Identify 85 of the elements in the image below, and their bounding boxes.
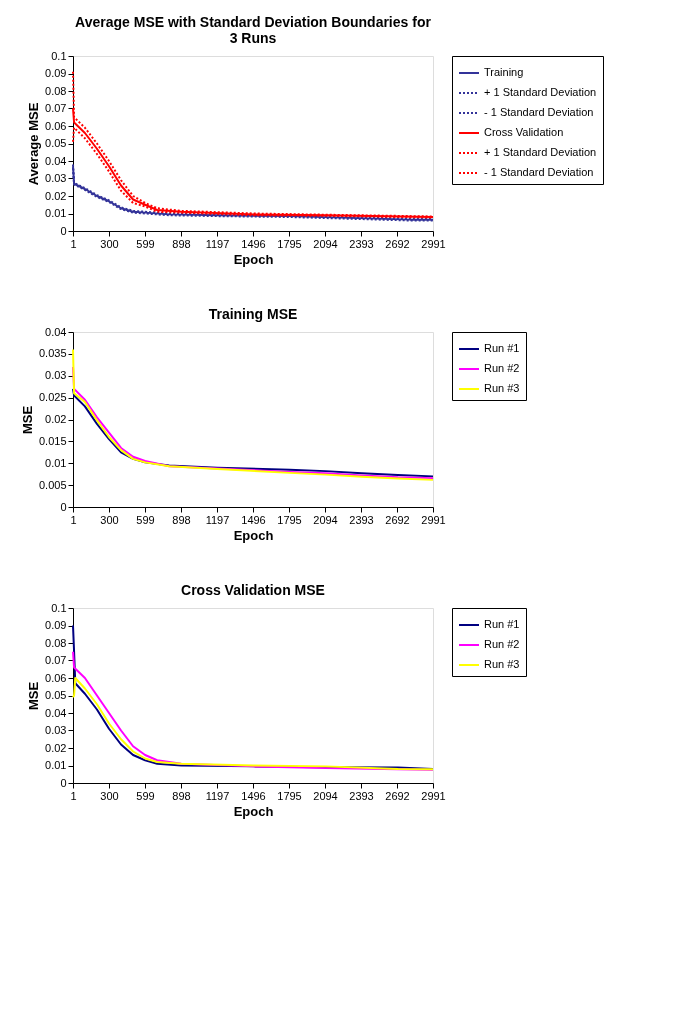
x-tick-label: 1197 [205,237,230,250]
chart-title: Average MSE with Standard Deviation Boundaries for 3 Runs [75,14,432,46]
y-tick-label: 0.09 [45,67,67,79]
y-tick-label: 0.1 [51,49,67,62]
x-tick-label: 1795 [277,237,302,250]
legend-label: Training [484,66,524,78]
x-tick-label: 2991 [421,513,446,526]
y-tick-label: 0.08 [45,636,67,649]
x-tick-label: 1795 [277,513,302,526]
x-tick-label: 2094 [313,513,338,526]
y-axis-title: Average MSE [26,102,42,186]
x-tick-label: 2991 [421,789,446,802]
x-tick-label: 1496 [241,237,266,250]
legend-label: - 1 Standard Deviation [484,106,594,118]
x-tick-label: 2692 [385,237,410,250]
x-tick-label: 599 [136,513,155,526]
x-axis-title: Epoch [233,803,274,819]
legend-label: Run #1 [484,342,520,354]
y-tick-label: 0.06 [45,119,67,132]
x-tick-label: 1 [70,789,77,802]
x-tick-label: 1496 [241,789,266,802]
y-tick-label: 0.03 [45,172,67,184]
x-tick-label: 1197 [205,513,230,526]
x-tick-label: 300 [100,237,119,250]
x-tick-label: 2692 [385,513,410,526]
y-tick-label: 0 [60,224,67,237]
y-tick-label: 0.02 [45,741,67,754]
x-tick-label: 2393 [349,789,374,802]
legend-label: Run #3 [484,382,520,394]
y-tick-label: 0.09 [45,619,67,631]
y-tick-label: 0.025 [38,391,67,404]
y-tick-label: 0.02 [45,413,67,425]
x-tick-label: 1 [70,237,77,250]
legend-label: Run #1 [484,618,520,630]
y-tick-label: 0.02 [45,189,67,202]
legend-label: - 1 Standard Deviation [484,166,594,178]
legend-label: Run #2 [484,638,520,650]
legend-label: Cross Validation [484,126,564,138]
x-tick-label: 2991 [421,237,446,250]
y-tick-label: 0.04 [45,154,67,167]
chart-title: Training MSE [208,306,298,322]
y-tick-label: 0.06 [45,671,67,684]
y-tick-label: 0.01 [45,207,67,219]
x-axis-title: Epoch [233,251,274,267]
y-tick-label: 0.01 [45,759,67,771]
y-axis-title: MSE [19,405,35,435]
x-tick-label: 1 [70,513,77,526]
y-tick-label: 0.04 [45,325,67,338]
x-tick-label: 1197 [205,789,230,802]
legend-label: Run #3 [484,658,520,670]
y-tick-label: 0.08 [45,84,67,97]
y-tick-label: 0.015 [38,434,67,447]
y-tick-label: 0.035 [38,347,67,360]
x-tick-label: 898 [172,513,191,526]
y-tick-label: 0.04 [45,706,67,719]
chart-title: Cross Validation MSE [181,582,325,598]
x-tick-label: 300 [100,513,119,526]
x-tick-label: 2692 [385,789,410,802]
y-axis-title: MSE [26,681,42,711]
x-tick-label: 300 [100,789,119,802]
legend-label: Run #2 [484,362,520,374]
y-tick-label: 0.07 [45,654,67,666]
y-tick-label: 0.005 [38,478,67,491]
x-tick-label: 898 [172,789,191,802]
y-tick-label: 0.03 [45,724,67,736]
x-axis-title: Epoch [233,527,274,543]
y-tick-label: 0.05 [45,689,67,701]
legend-label: + 1 Standard Deviation [484,146,597,158]
y-tick-label: 0 [60,500,67,513]
legend-label: + 1 Standard Deviation [484,86,597,98]
y-tick-label: 0.07 [45,102,67,114]
x-tick-label: 2094 [313,789,338,802]
x-tick-label: 2393 [349,513,374,526]
y-tick-label: 0.05 [45,137,67,149]
y-tick-label: 0.03 [45,369,67,382]
x-tick-label: 1795 [277,789,302,802]
x-tick-label: 898 [172,237,191,250]
y-tick-label: 0.01 [45,456,67,469]
y-tick-label: 0.1 [51,601,67,614]
x-tick-label: 599 [136,789,155,802]
y-tick-label: 0 [60,776,67,789]
x-tick-label: 2094 [313,237,338,250]
x-tick-label: 599 [136,237,155,250]
x-tick-label: 1496 [241,513,266,526]
x-tick-label: 2393 [349,237,374,250]
